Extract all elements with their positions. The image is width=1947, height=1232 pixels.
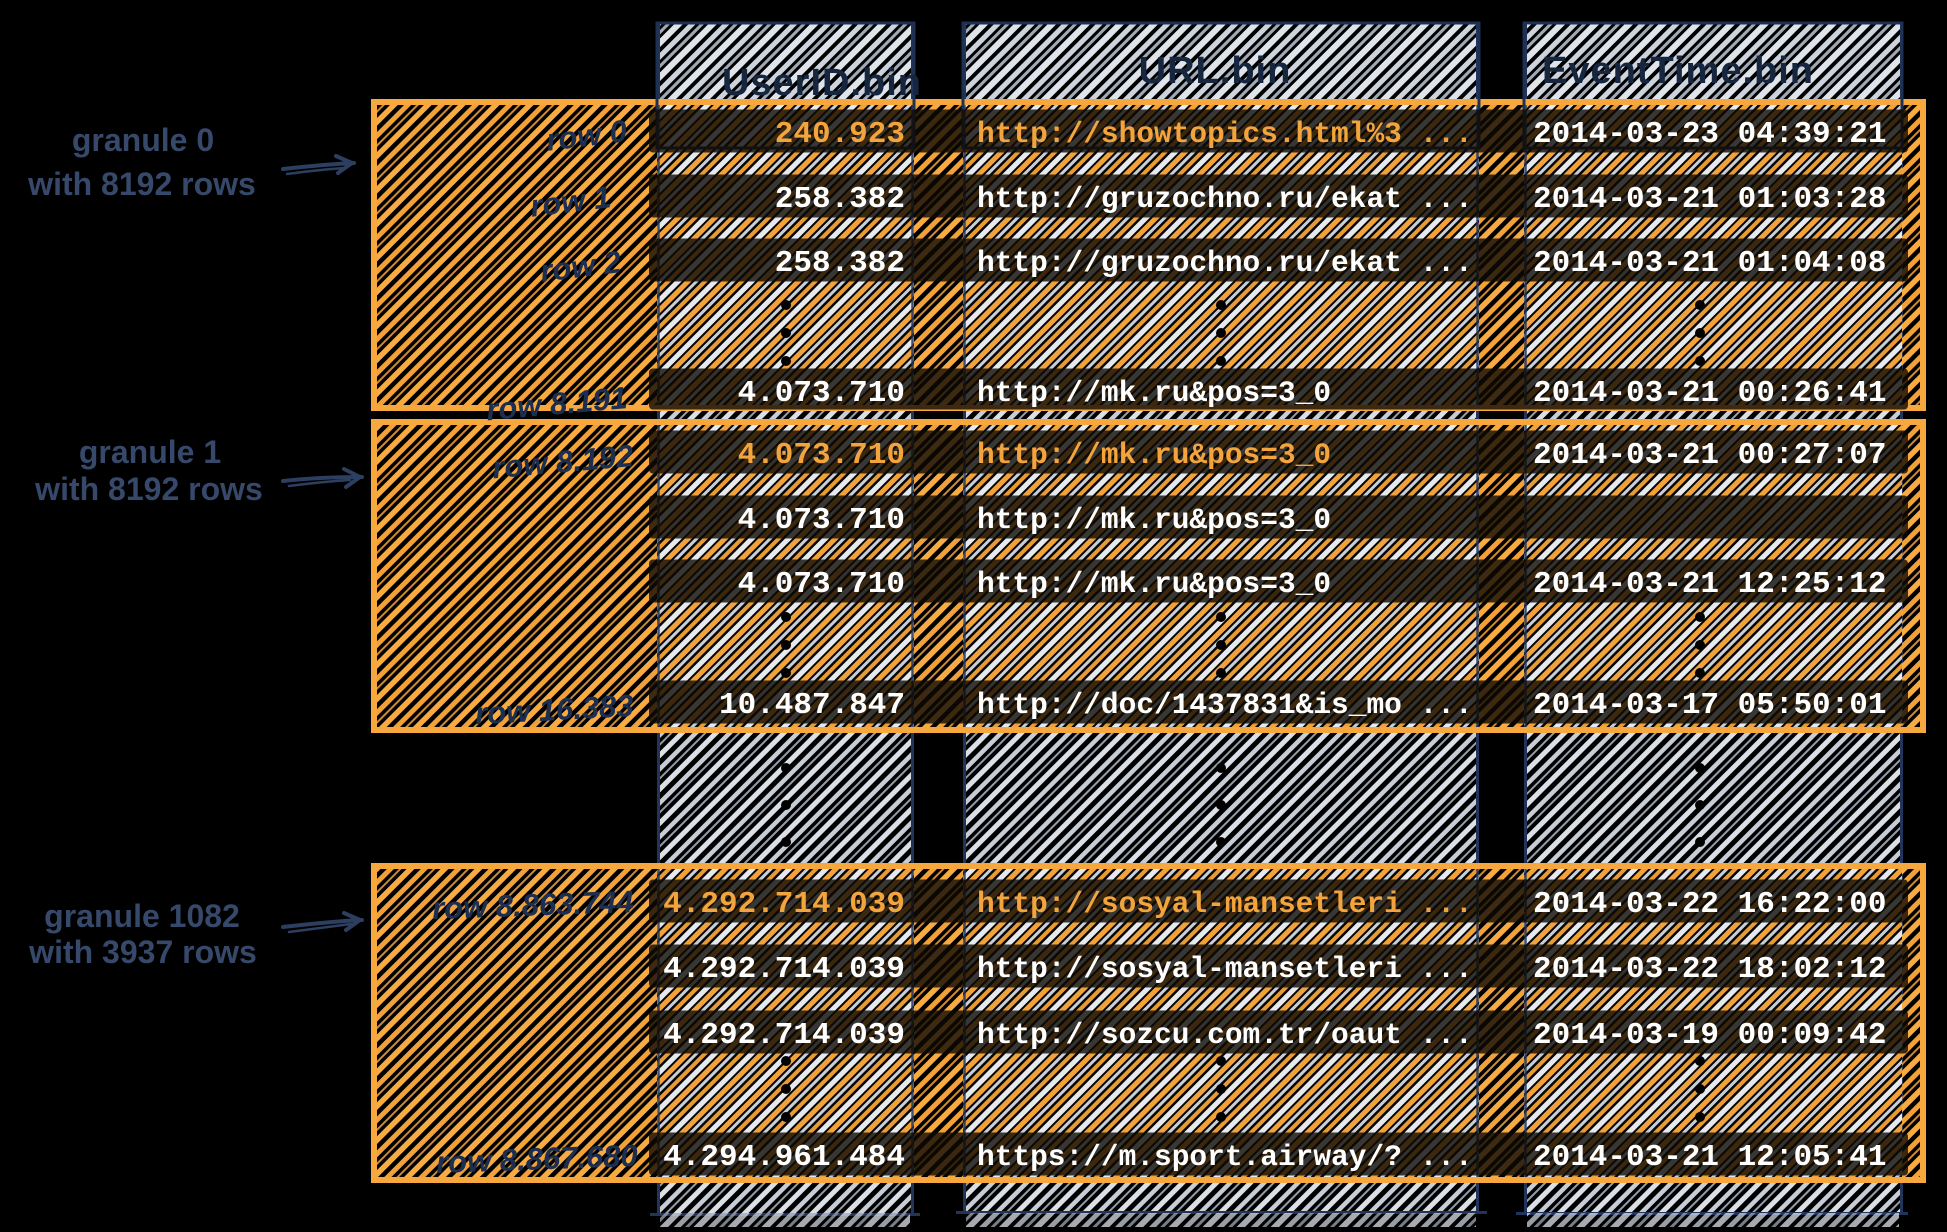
svg-text:http://gruzochno.ru/ekat ...: http://gruzochno.ru/ekat ... [977, 246, 1473, 280]
svg-text:2014-03-22 16:22:00: 2014-03-22 16:22:00 [1533, 887, 1886, 922]
svg-text:row 16.383: row 16.383 [474, 688, 634, 731]
svg-text:2014-03-22 18:02:12: 2014-03-22 18:02:12 [1533, 952, 1886, 987]
svg-text:10.487.847: 10.487.847 [719, 688, 905, 723]
svg-text:4.073.710: 4.073.710 [738, 503, 905, 538]
svg-text:row 8.863.744: row 8.863.744 [432, 884, 635, 926]
svg-text:granule 1082: granule 1082 [44, 898, 240, 934]
svg-text:4.294.961.484: 4.294.961.484 [663, 1140, 905, 1175]
svg-text:2014-03-21 00:27:07: 2014-03-21 00:27:07 [1533, 438, 1886, 473]
svg-text:4.292.714.039: 4.292.714.039 [663, 952, 905, 987]
svg-text:4.073.710: 4.073.710 [738, 438, 905, 473]
svg-text:4.292.714.039: 4.292.714.039 [663, 887, 905, 922]
svg-text:with 3937 rows: with 3937 rows [28, 934, 257, 970]
svg-text:granule 0: granule 0 [72, 122, 214, 158]
svg-text:2014-03-21 01:03:28: 2014-03-21 01:03:28 [1533, 182, 1886, 217]
svg-text:http://gruzochno.ru/ekat ...: http://gruzochno.ru/ekat ... [977, 182, 1473, 216]
svg-text:2014-03-21 12:25:12: 2014-03-21 12:25:12 [1533, 567, 1886, 602]
svg-text:2014-03-21 01:04:08: 2014-03-21 01:04:08 [1533, 246, 1886, 281]
svg-text:http://showtopics.html%3 ...: http://showtopics.html%3 ... [977, 117, 1473, 151]
svg-text:granule 1: granule 1 [79, 434, 221, 470]
svg-text:with 8192 rows: with 8192 rows [34, 471, 263, 507]
svg-text:with 8192 rows: with 8192 rows [27, 166, 256, 202]
svg-text:https://m.sport.airway/? ...: https://m.sport.airway/? ... [977, 1140, 1473, 1174]
svg-text:2014-03-21 00:26:41: 2014-03-21 00:26:41 [1533, 376, 1886, 411]
svg-text:258.382: 258.382 [775, 246, 905, 281]
svg-text:UserID.bin: UserID.bin [722, 62, 922, 104]
svg-text:2014-03-17 05:50:01: 2014-03-17 05:50:01 [1533, 688, 1886, 723]
svg-text:http://doc/1437831&is_mo ...: http://doc/1437831&is_mo ... [977, 688, 1473, 722]
svg-text:http://sozcu.com.tr/oaut ...: http://sozcu.com.tr/oaut ... [977, 1018, 1473, 1052]
svg-text:4.292.714.039: 4.292.714.039 [663, 1018, 905, 1053]
svg-text:EventTime.bin: EventTime.bin [1542, 50, 1814, 92]
svg-text:4.073.710: 4.073.710 [738, 567, 905, 602]
svg-text:2014-03-21 12:05:41: 2014-03-21 12:05:41 [1533, 1140, 1886, 1175]
svg-text:258.382: 258.382 [775, 182, 905, 217]
svg-text:URL.bin: URL.bin [1139, 50, 1292, 92]
svg-text:http://mk.ru&pos=3_0: http://mk.ru&pos=3_0 [977, 438, 1331, 472]
svg-text:row 8.867.680: row 8.867.680 [436, 1138, 639, 1180]
svg-text:http://mk.ru&pos=3_0: http://mk.ru&pos=3_0 [977, 503, 1331, 537]
svg-text:http://mk.ru&pos=3_0: http://mk.ru&pos=3_0 [977, 376, 1331, 410]
svg-text:http://sosyal-mansetleri ...: http://sosyal-mansetleri ... [977, 887, 1473, 921]
svg-text:http://mk.ru&pos=3_0: http://mk.ru&pos=3_0 [977, 567, 1331, 601]
svg-text:2014-03-23 04:39:21: 2014-03-23 04:39:21 [1533, 117, 1886, 152]
svg-text:http://sosyal-mansetleri ...: http://sosyal-mansetleri ... [977, 952, 1473, 986]
svg-text:240.923: 240.923 [775, 117, 905, 152]
svg-text:2014-03-19 00:09:42: 2014-03-19 00:09:42 [1533, 1018, 1886, 1053]
svg-text:4.073.710: 4.073.710 [738, 376, 905, 411]
